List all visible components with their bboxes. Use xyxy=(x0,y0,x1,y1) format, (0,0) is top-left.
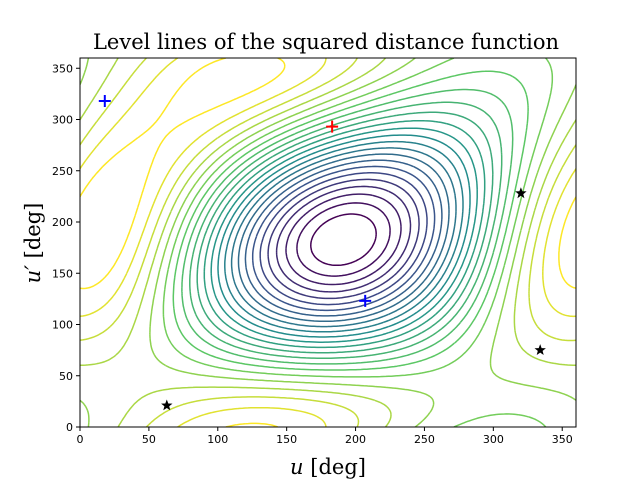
x-axis-variable: u xyxy=(290,455,304,479)
contour-level xyxy=(80,58,576,427)
contour-level xyxy=(210,127,478,343)
saddle-star-marker xyxy=(515,187,527,199)
x-tick-label: 0 xyxy=(77,433,84,446)
x-tick-label: 300 xyxy=(483,433,504,446)
y-tick-label: 200 xyxy=(52,216,73,229)
x-tick-label: 350 xyxy=(552,433,573,446)
contour-level xyxy=(224,140,464,333)
x-axis-unit: [deg] xyxy=(304,455,366,479)
contour-level xyxy=(189,101,503,359)
x-tick-label: 150 xyxy=(276,433,297,446)
saddle-star-marker xyxy=(161,399,173,411)
contour-level xyxy=(310,213,377,267)
contour-level xyxy=(172,70,529,371)
x-tick-label: 200 xyxy=(345,433,366,446)
contour-level xyxy=(196,111,494,354)
chart-title: Level lines of the squared distance func… xyxy=(93,30,559,54)
plot-frame xyxy=(79,57,577,428)
contour-level xyxy=(251,165,436,312)
contour-level xyxy=(237,153,450,323)
contour-level xyxy=(285,193,402,286)
y-axis-variable: u′ xyxy=(21,265,45,284)
maximum-marker xyxy=(326,120,339,133)
minimum-marker xyxy=(98,95,111,108)
contour-level xyxy=(203,119,486,349)
x-tick-label: 50 xyxy=(142,433,156,446)
contour-level xyxy=(296,202,391,277)
saddle-star-marker xyxy=(534,344,546,355)
y-tick-label: 50 xyxy=(59,370,73,383)
y-tick-label: 300 xyxy=(52,114,73,127)
y-axis-ticks: 0 50 100 150 200 250 300 350 xyxy=(52,62,80,434)
contour-level xyxy=(80,58,576,427)
critical-point-markers xyxy=(98,95,546,411)
minimum-marker xyxy=(359,294,372,307)
y-axis-label: u′ [deg] xyxy=(21,203,45,284)
contour-level xyxy=(267,178,420,300)
y-tick-label: 350 xyxy=(52,62,73,75)
y-tick-label: 100 xyxy=(52,319,73,332)
contour-level xyxy=(181,88,514,365)
y-tick-label: 0 xyxy=(66,421,73,434)
x-axis-ticks: 0 50 100 150 200 250 300 350 xyxy=(77,427,573,446)
contour-level xyxy=(217,134,471,338)
contour-level xyxy=(244,159,443,317)
x-axis-label: u [deg] xyxy=(290,455,366,479)
y-tick-label: 250 xyxy=(52,165,73,178)
plot-background xyxy=(80,58,576,427)
x-tick-label: 100 xyxy=(207,433,228,446)
contour-level xyxy=(230,147,457,328)
y-tick-label: 150 xyxy=(52,267,73,280)
contour-level xyxy=(275,185,412,293)
x-tick-label: 250 xyxy=(414,433,435,446)
y-axis-unit: [deg] xyxy=(21,203,45,265)
